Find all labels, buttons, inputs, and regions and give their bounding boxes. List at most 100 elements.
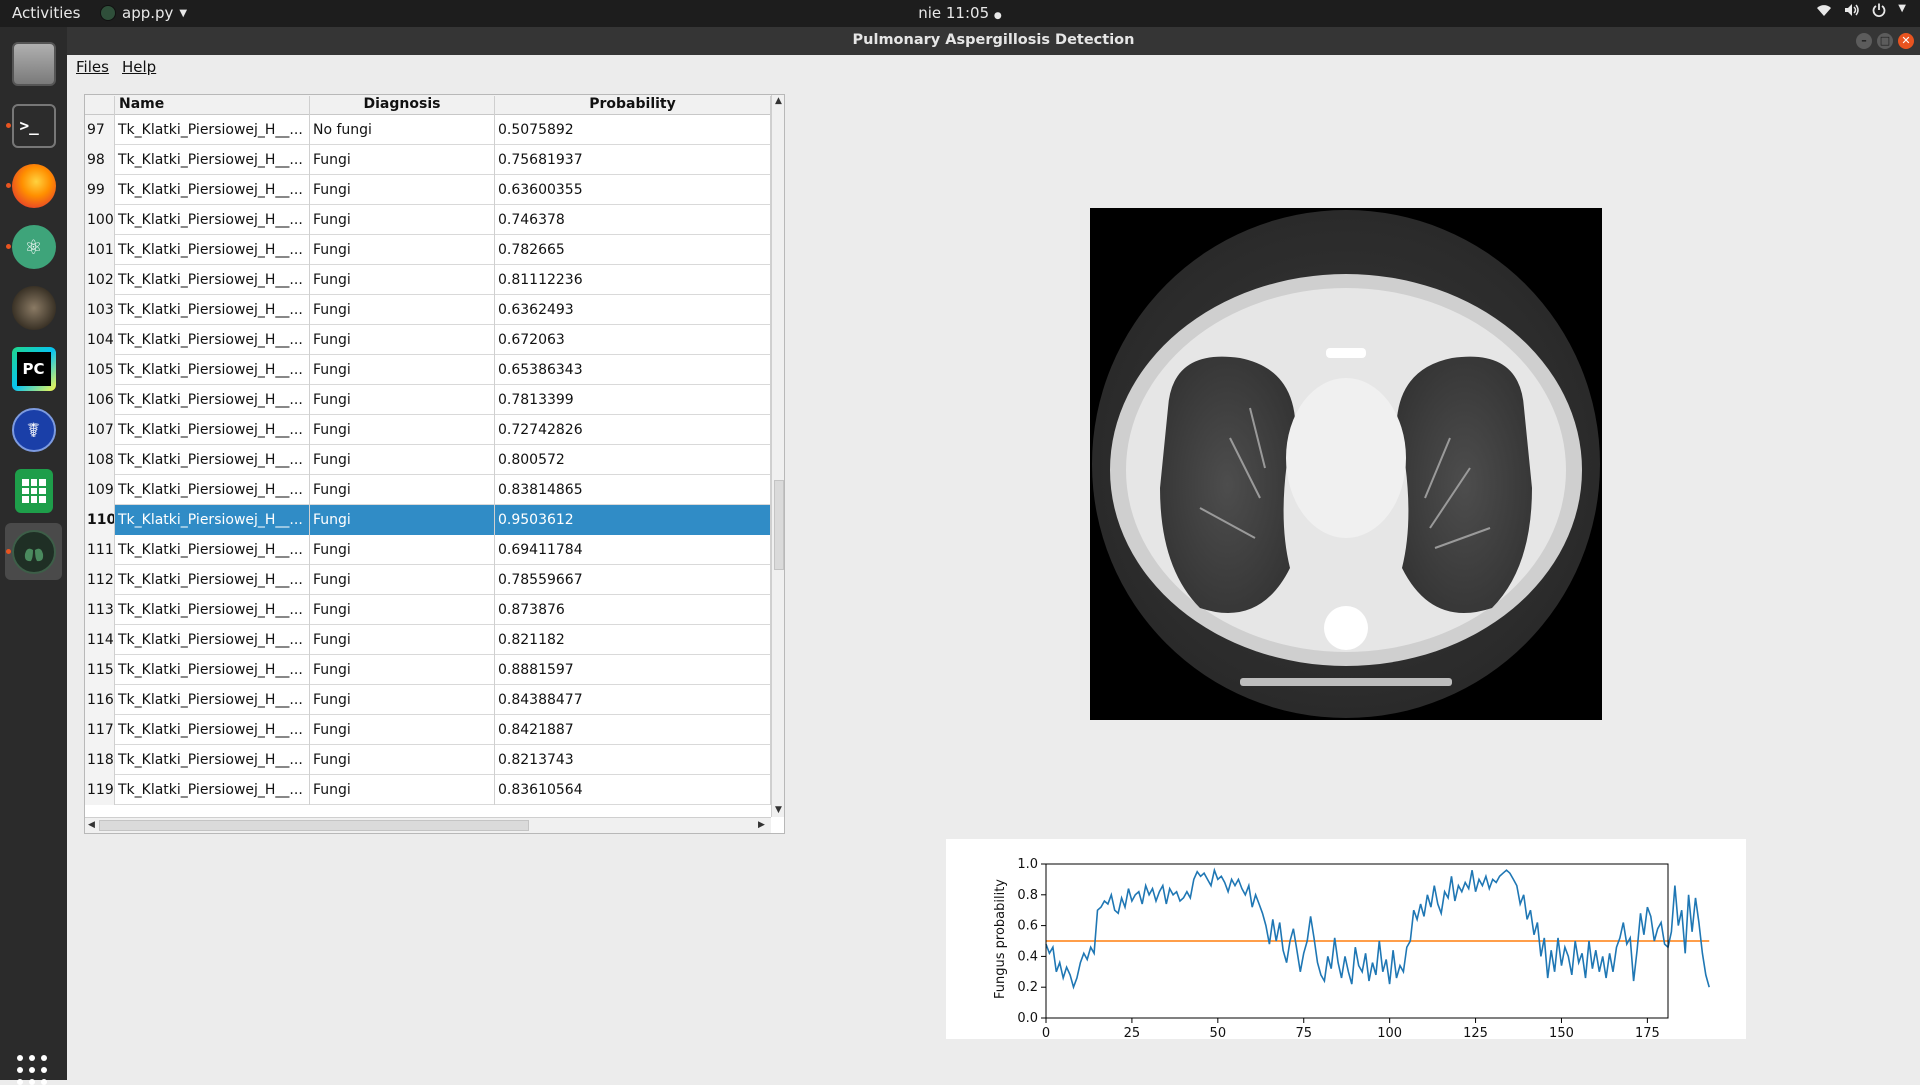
table-row[interactable]: 98 Tk_Klatki_Piersiowej_H__... Fungi 0.7568… bbox=[85, 145, 771, 175]
cell-name[interactable]: Tk_Klatki_Piersiowej_H__... bbox=[115, 175, 310, 205]
cell-probability[interactable]: 0.5075892 bbox=[495, 115, 771, 145]
table-row[interactable]: 100 Tk_Klatki_Piersiowej_H__... Fungi 0.746… bbox=[85, 205, 771, 235]
cell-probability[interactable]: 0.65386343 bbox=[495, 355, 771, 385]
cell-probability[interactable]: 0.83610564 bbox=[495, 775, 771, 805]
table-row[interactable]: 114 Tk_Klatki_Piersiowej_H__... Fungi 0.821… bbox=[85, 625, 771, 655]
table-row[interactable]: 105 Tk_Klatki_Piersiowej_H__... Fungi 0.653… bbox=[85, 355, 771, 385]
cell-probability[interactable]: 0.81112236 bbox=[495, 265, 771, 295]
cell-name[interactable]: Tk_Klatki_Piersiowej_H__... bbox=[115, 565, 310, 595]
table-row[interactable]: 119 Tk_Klatki_Piersiowej_H__... Fungi 0.836… bbox=[85, 775, 771, 805]
cell-diagnosis[interactable]: Fungi bbox=[310, 385, 495, 415]
cell-name[interactable]: Tk_Klatki_Piersiowej_H__... bbox=[115, 775, 310, 805]
table-row[interactable]: 115 Tk_Klatki_Piersiowej_H__... Fungi 0.888… bbox=[85, 655, 771, 685]
cell-probability[interactable]: 0.873876 bbox=[495, 595, 771, 625]
cell-probability[interactable]: 0.7813399 bbox=[495, 385, 771, 415]
cell-diagnosis[interactable]: Fungi bbox=[310, 745, 495, 775]
dock-caduceus-app[interactable]: ☤ bbox=[5, 401, 62, 458]
cell-probability[interactable]: 0.84388477 bbox=[495, 685, 771, 715]
table-row[interactable]: 108 Tk_Klatki_Piersiowej_H__... Fungi 0.800… bbox=[85, 445, 771, 475]
header-diagnosis[interactable]: Diagnosis bbox=[310, 96, 495, 115]
dock-firefox[interactable] bbox=[5, 157, 62, 214]
table-row[interactable]: 111 Tk_Klatki_Piersiowej_H__... Fungi 0.694… bbox=[85, 535, 771, 565]
horizontal-scrollbar[interactable]: ◀ ▶ bbox=[85, 817, 771, 833]
vertical-scrollbar[interactable]: ▲ ▼ bbox=[771, 95, 784, 817]
header-probability[interactable]: Probability bbox=[495, 96, 771, 115]
table-row[interactable]: 99 Tk_Klatki_Piersiowej_H__... Fungi 0.6360… bbox=[85, 175, 771, 205]
cell-probability[interactable]: 0.782665 bbox=[495, 235, 771, 265]
cell-probability[interactable]: 0.78559667 bbox=[495, 565, 771, 595]
dock-pycharm[interactable]: PC bbox=[5, 340, 62, 397]
dock-terminal[interactable]: >_ bbox=[5, 97, 62, 154]
dock-file-manager[interactable] bbox=[5, 35, 62, 92]
dock-spreadsheet[interactable] bbox=[5, 462, 62, 519]
volume-icon[interactable] bbox=[1844, 3, 1860, 21]
cell-name[interactable]: Tk_Klatki_Piersiowej_H__... bbox=[115, 235, 310, 265]
cell-diagnosis[interactable]: Fungi bbox=[310, 625, 495, 655]
cell-diagnosis[interactable]: Fungi bbox=[310, 205, 495, 235]
scroll-right-arrow-icon[interactable]: ▶ bbox=[758, 820, 765, 830]
table-row[interactable]: 104 Tk_Klatki_Piersiowej_H__... Fungi 0.672… bbox=[85, 325, 771, 355]
table-row[interactable]: 97 Tk_Klatki_Piersiowej_H__... No fungi 0.5… bbox=[85, 115, 771, 145]
cell-diagnosis[interactable]: Fungi bbox=[310, 685, 495, 715]
power-icon[interactable] bbox=[1872, 3, 1886, 21]
cell-probability[interactable]: 0.75681937 bbox=[495, 145, 771, 175]
cell-probability[interactable]: 0.8881597 bbox=[495, 655, 771, 685]
app-menu[interactable]: app.py ▼ bbox=[100, 4, 187, 22]
cell-diagnosis[interactable]: Fungi bbox=[310, 595, 495, 625]
cell-diagnosis[interactable]: Fungi bbox=[310, 235, 495, 265]
vertical-scroll-thumb[interactable] bbox=[774, 480, 784, 570]
cell-name[interactable]: Tk_Klatki_Piersiowej_H__... bbox=[115, 265, 310, 295]
minimize-button[interactable]: – bbox=[1856, 33, 1872, 49]
table-row[interactable]: 109 Tk_Klatki_Piersiowej_H__... Fungi 0.838… bbox=[85, 475, 771, 505]
cell-name[interactable]: Tk_Klatki_Piersiowej_H__... bbox=[115, 505, 310, 535]
cell-name[interactable]: Tk_Klatki_Piersiowej_H__... bbox=[115, 685, 310, 715]
menu-files[interactable]: Files bbox=[76, 58, 109, 76]
cell-name[interactable]: Tk_Klatki_Piersiowej_H__... bbox=[115, 295, 310, 325]
table-row[interactable]: 118 Tk_Klatki_Piersiowej_H__... Fungi 0.821… bbox=[85, 745, 771, 775]
dock-lung-app[interactable] bbox=[5, 523, 62, 580]
cell-diagnosis[interactable]: Fungi bbox=[310, 655, 495, 685]
results-table[interactable]: Name Diagnosis Probability 97 Tk_Klatki_P… bbox=[84, 94, 785, 834]
cell-name[interactable]: Tk_Klatki_Piersiowej_H__... bbox=[115, 715, 310, 745]
cell-name[interactable]: Tk_Klatki_Piersiowej_H__... bbox=[115, 625, 310, 655]
table-row[interactable]: 117 Tk_Klatki_Piersiowej_H__... Fungi 0.842… bbox=[85, 715, 771, 745]
cell-probability[interactable]: 0.746378 bbox=[495, 205, 771, 235]
cell-diagnosis[interactable]: Fungi bbox=[310, 715, 495, 745]
table-row[interactable]: 101 Tk_Klatki_Piersiowej_H__... Fungi 0.782… bbox=[85, 235, 771, 265]
table-row[interactable]: 113 Tk_Klatki_Piersiowej_H__... Fungi 0.873… bbox=[85, 595, 771, 625]
cell-diagnosis[interactable]: Fungi bbox=[310, 565, 495, 595]
table-row[interactable]: 103 Tk_Klatki_Piersiowej_H__... Fungi 0.636… bbox=[85, 295, 771, 325]
cell-name[interactable]: Tk_Klatki_Piersiowej_H__... bbox=[115, 535, 310, 565]
clock[interactable]: nie 11:05 bbox=[918, 4, 990, 22]
cell-diagnosis[interactable]: Fungi bbox=[310, 175, 495, 205]
cell-name[interactable]: Tk_Klatki_Piersiowej_H__... bbox=[115, 745, 310, 775]
cell-name[interactable]: Tk_Klatki_Piersiowej_H__... bbox=[115, 355, 310, 385]
cell-diagnosis[interactable]: Fungi bbox=[310, 355, 495, 385]
cell-diagnosis[interactable]: Fungi bbox=[310, 535, 495, 565]
cell-name[interactable]: Tk_Klatki_Piersiowej_H__... bbox=[115, 595, 310, 625]
cell-diagnosis[interactable]: No fungi bbox=[310, 115, 495, 145]
cell-probability[interactable]: 0.8213743 bbox=[495, 745, 771, 775]
cell-probability[interactable]: 0.8421887 bbox=[495, 715, 771, 745]
cell-name[interactable]: Tk_Klatki_Piersiowej_H__... bbox=[115, 415, 310, 445]
dock-atom[interactable]: ⚛ bbox=[5, 218, 62, 275]
menu-help[interactable]: Help bbox=[122, 58, 157, 76]
cell-diagnosis[interactable]: Fungi bbox=[310, 505, 495, 535]
scroll-down-arrow-icon[interactable]: ▼ bbox=[775, 805, 782, 815]
cell-diagnosis[interactable]: Fungi bbox=[310, 325, 495, 355]
cell-name[interactable]: Tk_Klatki_Piersiowej_H__... bbox=[115, 385, 310, 415]
cell-name[interactable]: Tk_Klatki_Piersiowej_H__... bbox=[115, 445, 310, 475]
table-row[interactable]: 107 Tk_Klatki_Piersiowej_H__... Fungi 0.727… bbox=[85, 415, 771, 445]
maximize-button[interactable]: □ bbox=[1877, 33, 1893, 49]
cell-probability[interactable]: 0.800572 bbox=[495, 445, 771, 475]
cell-probability[interactable]: 0.69411784 bbox=[495, 535, 771, 565]
cell-probability[interactable]: 0.63600355 bbox=[495, 175, 771, 205]
cell-probability[interactable]: 0.83814865 bbox=[495, 475, 771, 505]
cell-diagnosis[interactable]: Fungi bbox=[310, 775, 495, 805]
cell-diagnosis[interactable]: Fungi bbox=[310, 415, 495, 445]
table-row[interactable]: 112 Tk_Klatki_Piersiowej_H__... Fungi 0.785… bbox=[85, 565, 771, 595]
cell-probability[interactable]: 0.9503612 bbox=[495, 505, 771, 535]
cell-probability[interactable]: 0.672063 bbox=[495, 325, 771, 355]
cell-name[interactable]: Tk_Klatki_Piersiowej_H__... bbox=[115, 145, 310, 175]
table-row[interactable]: 102 Tk_Klatki_Piersiowej_H__... Fungi 0.811… bbox=[85, 265, 771, 295]
